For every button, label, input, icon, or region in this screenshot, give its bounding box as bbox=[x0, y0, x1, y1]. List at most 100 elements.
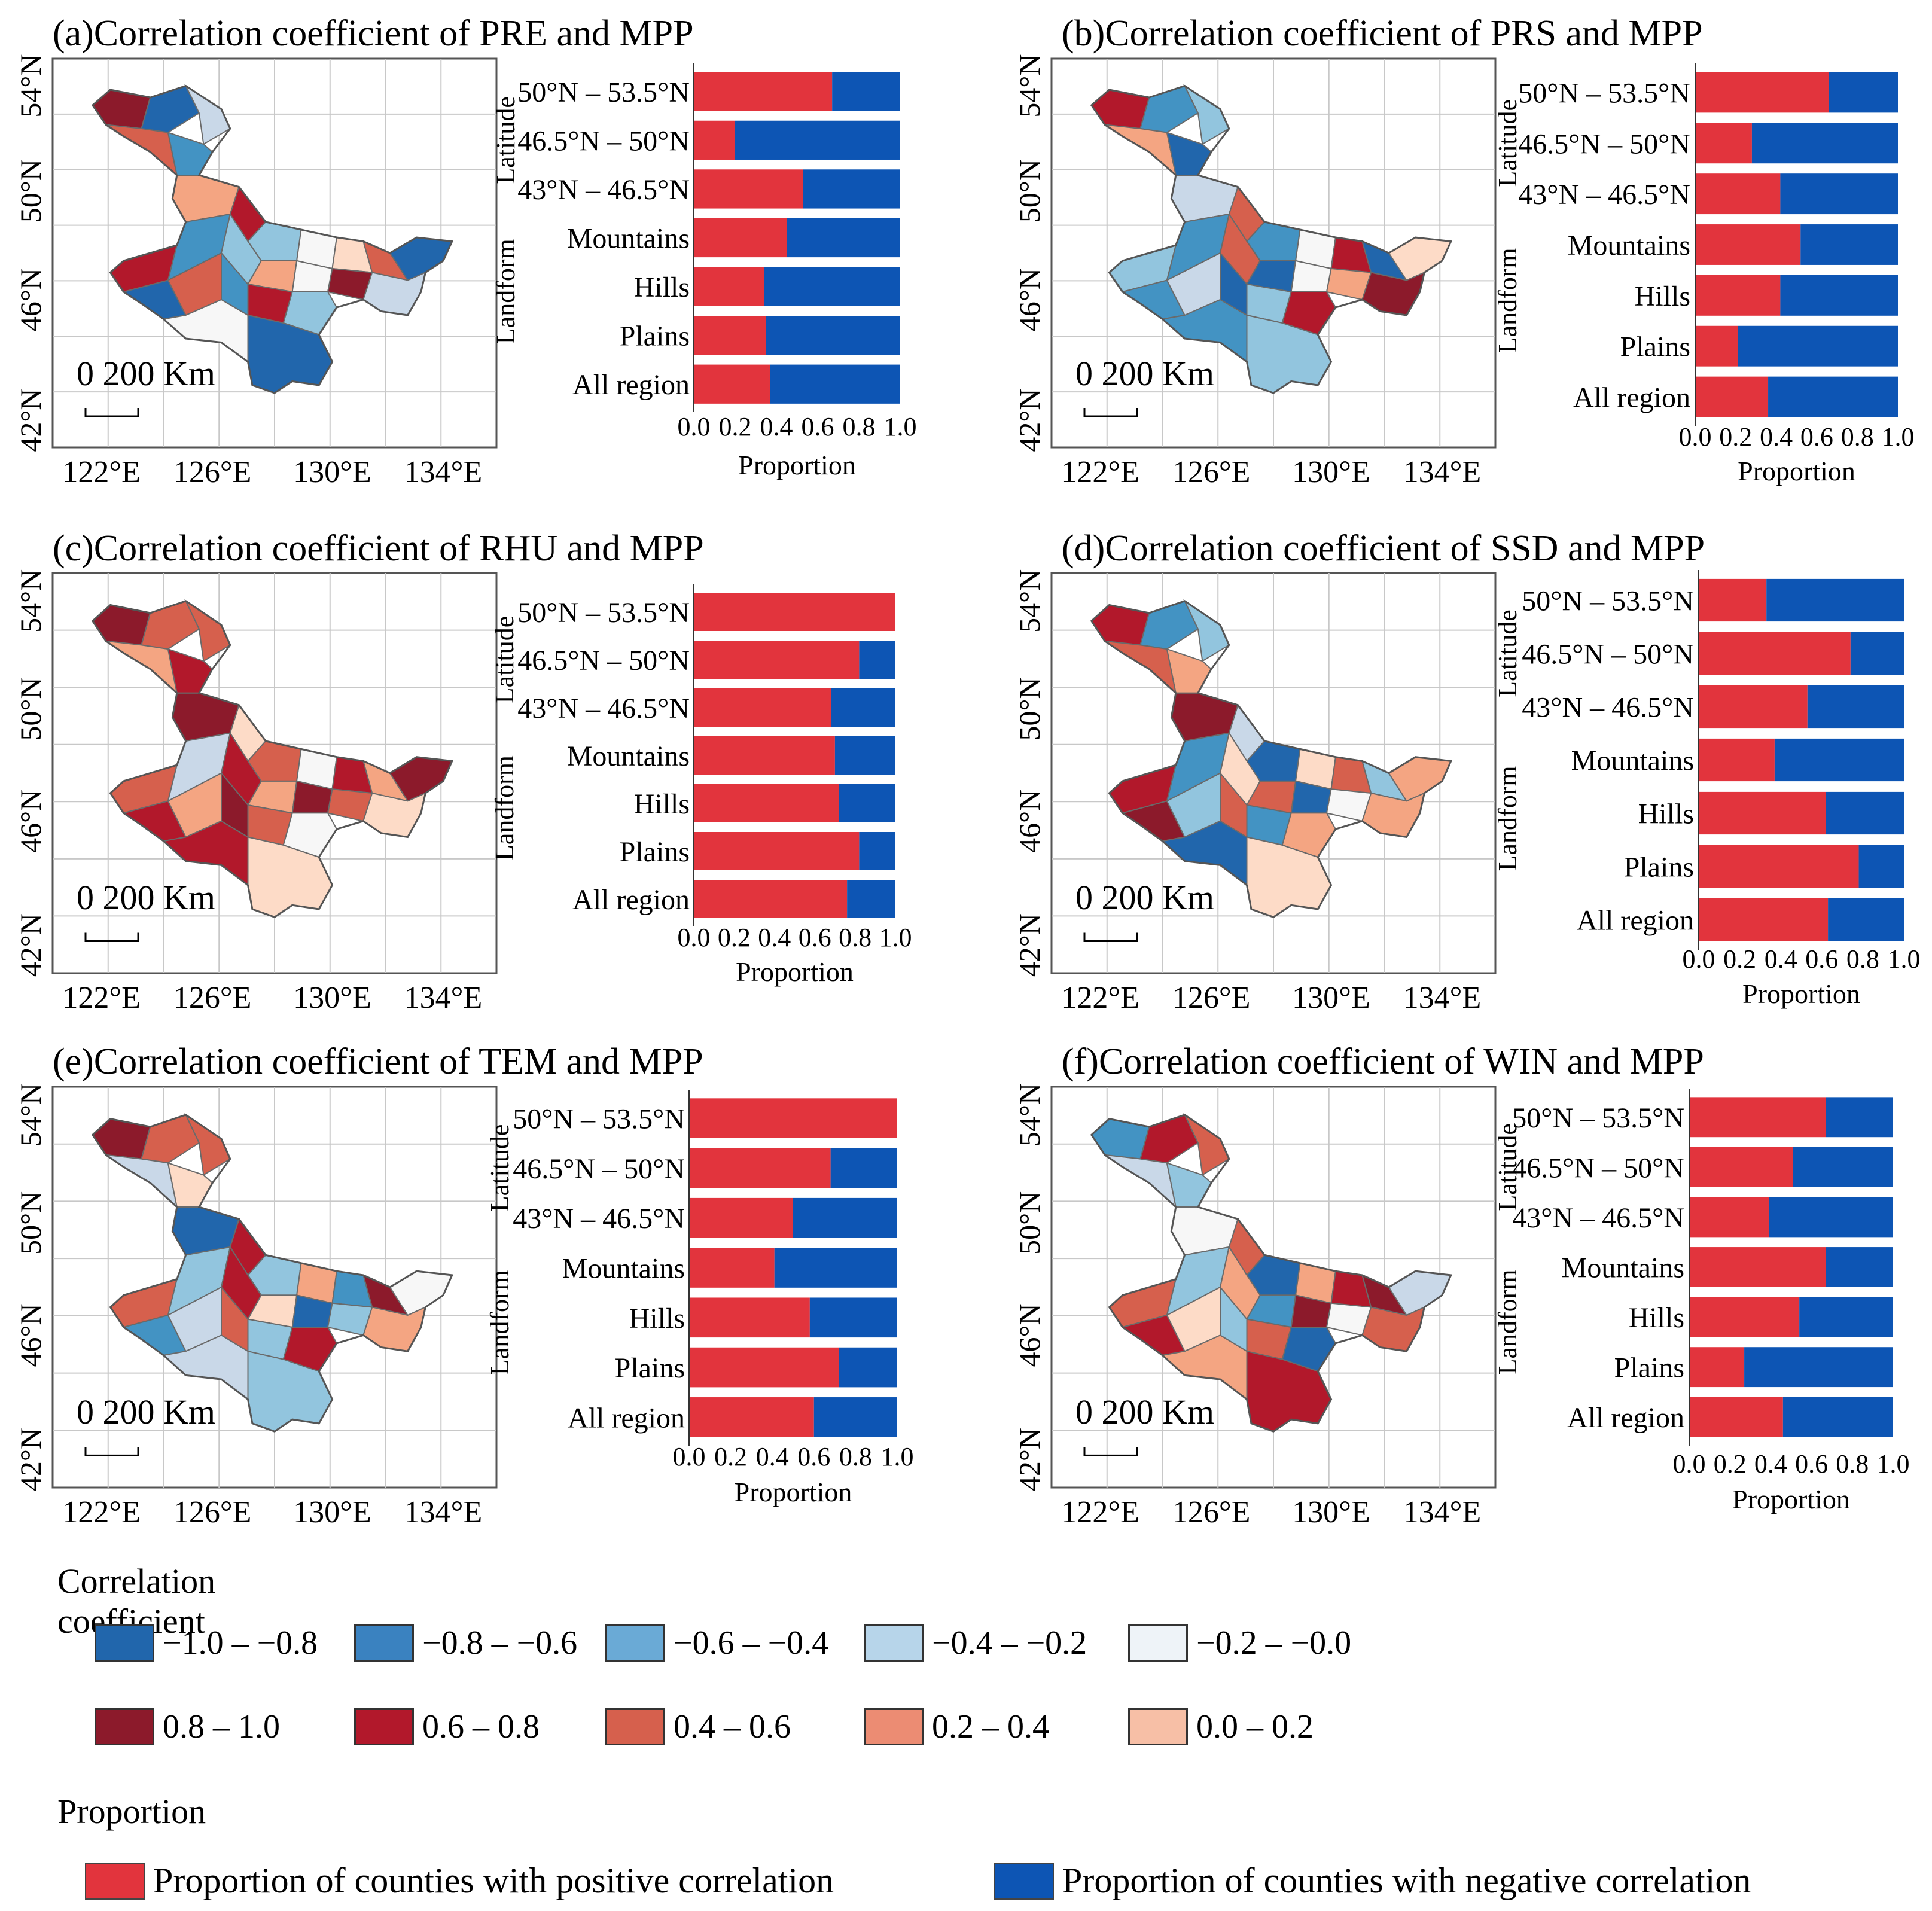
bar-positive bbox=[689, 1397, 814, 1437]
map-lon-tick: 134°E bbox=[1403, 455, 1482, 489]
bar-negative bbox=[1807, 685, 1904, 729]
bar-positive bbox=[1695, 224, 1801, 265]
map-lon-tick: 130°E bbox=[1292, 981, 1370, 1015]
legend-swatch bbox=[85, 1862, 145, 1900]
bar-negative bbox=[830, 1148, 897, 1188]
x-tick-label: 0.4 bbox=[1760, 422, 1793, 452]
bar-positive bbox=[694, 120, 735, 160]
x-axis-label: Proportion bbox=[1742, 979, 1860, 1009]
bar-negative bbox=[1744, 1347, 1893, 1388]
group-label-latitude: Latitude bbox=[485, 1124, 514, 1212]
bar-negative bbox=[1829, 72, 1898, 113]
bar-chart-d: 50°N – 53.5°N 46.5°N – 50°N 43°N – 46.5°N M… bbox=[1493, 570, 1921, 1009]
category-label: Plains bbox=[1614, 1352, 1684, 1384]
bar-positive bbox=[1695, 173, 1781, 215]
x-tick-label: 1.0 bbox=[1877, 1449, 1910, 1479]
map-lon-tick: 134°E bbox=[404, 1495, 483, 1529]
category-label: 43°N – 46.5°N bbox=[1518, 179, 1690, 211]
x-axis-label: Proportion bbox=[735, 1477, 852, 1507]
scale-bar bbox=[84, 408, 139, 417]
panel-b: (b)Correlation coefficient of PRS and MP… bbox=[1013, 13, 1915, 489]
category-label: Mountains bbox=[567, 223, 690, 255]
bar-positive bbox=[694, 169, 803, 209]
bar-positive bbox=[1689, 1397, 1783, 1437]
category-label: Mountains bbox=[1562, 1252, 1684, 1284]
bar-positive bbox=[694, 267, 764, 306]
map-lon-tick: 134°E bbox=[1403, 981, 1482, 1015]
legend-label: −0.6 – −0.4 bbox=[674, 1624, 829, 1662]
legend-label: −0.2 – −0.0 bbox=[1196, 1624, 1352, 1662]
bar-negative bbox=[770, 364, 900, 404]
category-label: 46.5°N – 50°N bbox=[1512, 1152, 1684, 1184]
x-tick-label: 0.4 bbox=[1754, 1449, 1787, 1479]
map-lat-tick: 50°N bbox=[1013, 1191, 1046, 1255]
panel-c: (c)Correlation coefficient of RHU and MP… bbox=[14, 528, 912, 1015]
bar-negative bbox=[1850, 632, 1904, 675]
bar-positive bbox=[689, 1148, 831, 1188]
map-lat-tick: 50°N bbox=[14, 677, 47, 740]
category-label: 43°N – 46.5°N bbox=[1522, 692, 1694, 724]
x-tick-label: 0.0 bbox=[673, 1442, 706, 1471]
legend-item-pos-0.8-1.0: 0.8 – 1.0 bbox=[95, 1708, 280, 1746]
group-label-landform: Landform bbox=[1493, 1269, 1522, 1374]
x-tick-label: 0.8 bbox=[839, 923, 871, 952]
map-lat-tick: 50°N bbox=[14, 1191, 47, 1255]
bar-negative bbox=[1751, 123, 1898, 164]
category-label: Hills bbox=[1629, 1302, 1684, 1334]
map-outline bbox=[1090, 600, 1452, 918]
legend-item-negative-proportion: Proportion of counties with negative cor… bbox=[994, 1860, 1751, 1901]
bar-positive bbox=[689, 1297, 810, 1338]
panel-a: (a)Correlation coefficient of PRE and MP… bbox=[14, 13, 917, 489]
map-outline bbox=[1090, 84, 1453, 394]
bar-positive bbox=[1699, 845, 1859, 888]
bar-positive bbox=[694, 218, 787, 258]
category-label: Plains bbox=[1624, 852, 1694, 883]
category-label: All region bbox=[1567, 1402, 1684, 1434]
category-label: 43°N – 46.5°N bbox=[517, 693, 690, 724]
category-label: 50°N – 53.5°N bbox=[1522, 586, 1694, 617]
bar-positive bbox=[1695, 72, 1829, 113]
map-lon-tick: 122°E bbox=[62, 981, 141, 1015]
x-tick-label: 0.0 bbox=[1673, 1449, 1706, 1479]
map-outline bbox=[91, 84, 454, 394]
map-e: 54°N 50°N 46°N 42°N 122°E 126°E 130°E 134°E 0 20… bbox=[14, 1083, 498, 1529]
x-tick-label: 0.2 bbox=[1723, 944, 1756, 974]
map-lon-tick: 134°E bbox=[1403, 1495, 1482, 1529]
category-label: 46.5°N – 50°N bbox=[517, 645, 690, 676]
map-f: 54°N 50°N 46°N 42°N 122°E 126°E 130°E 134°E 0 20… bbox=[1013, 1083, 1497, 1529]
bar-positive bbox=[694, 736, 835, 775]
legend-item-pos-0.4-0.6: 0.4 – 0.6 bbox=[605, 1708, 791, 1746]
map-lat-tick: 42°N bbox=[14, 1428, 47, 1491]
panel-title: (a)Correlation coefficient of PRE and MP… bbox=[53, 13, 694, 54]
legend-label: 0.4 – 0.6 bbox=[674, 1708, 791, 1745]
legend-label: 0.6 – 0.8 bbox=[422, 1708, 540, 1745]
map-lat-tick: 42°N bbox=[1013, 913, 1046, 977]
bar-negative bbox=[1768, 1197, 1893, 1238]
x-tick-label: 0.8 bbox=[1841, 422, 1874, 452]
map-lat-tick: 42°N bbox=[1013, 388, 1046, 452]
bar-positive bbox=[694, 72, 833, 111]
map-outline bbox=[91, 1114, 453, 1433]
category-label: 46.5°N – 50°N bbox=[517, 125, 690, 157]
map-lat-tick: 54°N bbox=[14, 1083, 47, 1147]
map-lon-tick: 122°E bbox=[1061, 981, 1139, 1015]
map-lat-tick: 46°N bbox=[1013, 268, 1046, 331]
map-a: 54°N 50°N 46°N 42°N 122°E 126°E 130°E 134°E 0 20… bbox=[14, 54, 498, 489]
bar-negative bbox=[1799, 1297, 1893, 1337]
category-label: 46.5°N – 50°N bbox=[1522, 639, 1694, 670]
map-lat-tick: 42°N bbox=[14, 388, 47, 452]
category-label: 43°N – 46.5°N bbox=[513, 1203, 685, 1235]
bar-positive bbox=[1699, 791, 1826, 835]
legend-item-neg-0.4-0.2: −0.4 – −0.2 bbox=[864, 1624, 1087, 1662]
legend-label: Proportion of counties with negative cor… bbox=[1062, 1861, 1751, 1900]
map-lon-tick: 126°E bbox=[1172, 1495, 1251, 1529]
bar-positive bbox=[694, 832, 860, 870]
bar-positive bbox=[1695, 325, 1738, 367]
category-label: All region bbox=[572, 884, 690, 916]
group-label-landform: Landform bbox=[491, 239, 520, 344]
x-axis-label: Proportion bbox=[1732, 1484, 1850, 1514]
bar-negative bbox=[847, 880, 895, 918]
bar-positive bbox=[694, 688, 831, 727]
x-tick-label: 1.0 bbox=[884, 412, 917, 441]
bar-positive bbox=[1699, 578, 1767, 622]
